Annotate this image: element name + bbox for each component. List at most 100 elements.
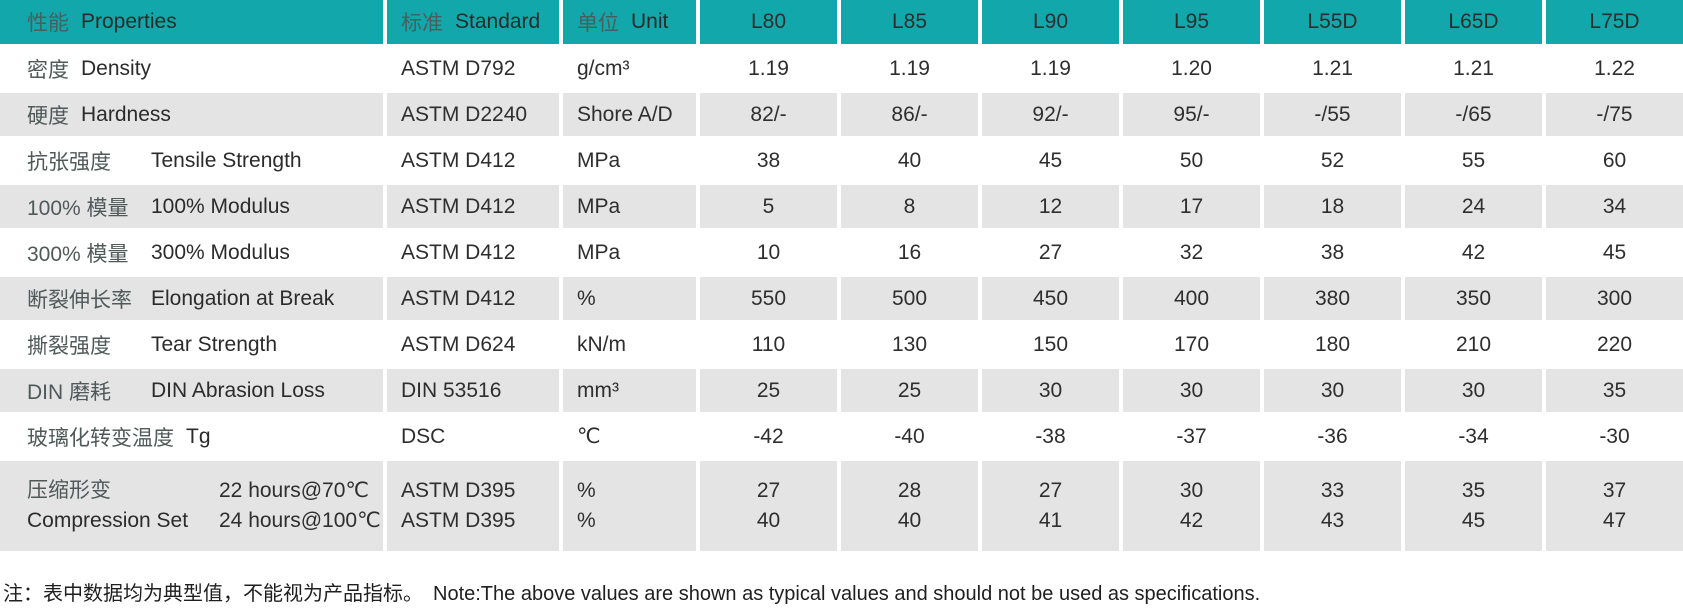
value-cell: 86/- <box>841 93 978 136</box>
value-cell: 12 <box>982 185 1119 228</box>
value-cell: 32 <box>1179 240 1204 264</box>
value-line: 33 <box>1320 479 1345 502</box>
value-line: 37 <box>1602 479 1627 502</box>
property-label-zh: 硬度 <box>27 104 69 128</box>
property-label-en: Compression Set <box>27 509 189 532</box>
standard-cell: DSC <box>401 424 446 448</box>
header-properties-zh: 性能 <box>27 12 69 35</box>
value-cell: 130 <box>891 332 928 356</box>
unit-cell: Shore A/D <box>563 93 696 136</box>
table-row-hardness: 硬度 Hardness ASTM D2240 Shore A/D 82/- 86… <box>0 93 1683 136</box>
value-line: 45 <box>1461 509 1486 532</box>
header-grade-l80: L80 <box>700 0 837 44</box>
value-cell: 40 <box>897 148 922 172</box>
value-cell: 25 <box>841 369 978 412</box>
property-label-zh: 300% 模量 <box>27 242 129 266</box>
table-row-300-modulus: 300% 模量 300% Modulus ASTM D412 MPa 10 16… <box>0 231 1683 274</box>
property-label-en: Tg <box>186 424 211 448</box>
compression-set-label: 压缩形变 Compression Set <box>0 461 205 551</box>
property-label-en: Density <box>81 56 152 80</box>
value-cell: 45 <box>1602 240 1627 264</box>
properties-spec-table: 性能 Properties 标准 Standard 单位 Unit L80 L8… <box>0 0 1683 551</box>
value-line: 40 <box>756 509 781 532</box>
standard-cell: ASTM D2240 <box>387 93 559 136</box>
value-cell: -/65 <box>1405 93 1542 136</box>
value-cell: 1.19 <box>1030 56 1071 80</box>
value-cell: 1.19 <box>889 56 930 80</box>
property-label-cell: 断裂伸长率 Elongation at Break <box>0 277 383 320</box>
value-cell: 82/- <box>700 93 837 136</box>
unit-line: % <box>577 509 596 532</box>
condition-line: 22 hours@70℃ <box>219 479 369 502</box>
header-standard-zh: 标准 <box>401 12 443 35</box>
value-cell: 300 <box>1546 277 1683 320</box>
value-cell: 37 47 <box>1546 461 1683 551</box>
value-cell: 180 <box>1314 332 1351 356</box>
header-properties: 性能 Properties <box>0 0 383 44</box>
header-standard-en: Standard <box>455 10 541 33</box>
value-cell: 1.22 <box>1594 56 1635 80</box>
unit-cell: % % <box>563 461 696 551</box>
table-row-tear-strength: 撕裂强度 Tear Strength ASTM D624 kN/m 110 13… <box>0 323 1683 366</box>
value-cell: 35 45 <box>1405 461 1542 551</box>
value-line: 35 <box>1461 479 1486 502</box>
property-label-en: Tensile Strength <box>151 148 302 172</box>
value-cell: 1.21 <box>1453 56 1494 80</box>
value-cell: 55 <box>1461 148 1486 172</box>
value-cell: 10 <box>756 240 781 264</box>
standard-cell: ASTM D412 <box>387 185 559 228</box>
value-cell: 400 <box>1123 277 1260 320</box>
footnote-en: Note:The above values are shown as typic… <box>433 583 1261 605</box>
value-cell: 5 <box>700 185 837 228</box>
property-label-en: Tear Strength <box>151 332 278 356</box>
value-cell: 550 <box>700 277 837 320</box>
unit-cell: % <box>563 277 696 320</box>
table-row-tensile-strength: 抗张强度 Tensile Strength ASTM D412 MPa 38 4… <box>0 139 1683 182</box>
standard-cell: DIN 53516 <box>387 369 559 412</box>
standard-cell: ASTM D412 <box>401 148 516 172</box>
value-cell: 1.21 <box>1312 56 1353 80</box>
value-cell: -/75 <box>1546 93 1683 136</box>
value-cell: 45 <box>1038 148 1063 172</box>
property-label-zh: 100% 模量 <box>27 196 129 220</box>
value-line: 40 <box>897 509 922 532</box>
value-cell: 1.19 <box>748 56 789 80</box>
value-cell: -34 <box>1458 424 1489 448</box>
value-cell: 28 40 <box>841 461 978 551</box>
property-label-cell: DIN 磨耗 DIN Abrasion Loss <box>0 369 383 412</box>
value-cell: 380 <box>1264 277 1401 320</box>
property-label-cell: 密度 Density <box>0 47 383 90</box>
property-label-en: 100% Modulus <box>151 194 290 218</box>
header-grade-l85: L85 <box>841 0 978 44</box>
value-cell: 60 <box>1602 148 1627 172</box>
property-label-zh: DIN 磨耗 <box>27 380 111 404</box>
property-label-en: Elongation at Break <box>151 286 335 310</box>
value-cell: 170 <box>1173 332 1210 356</box>
value-cell: -36 <box>1317 424 1348 448</box>
property-label-zh: 压缩形变 <box>27 479 111 502</box>
compression-set-conditions: 22 hours@70℃ 24 hours@100℃ <box>209 461 383 551</box>
header-properties-en: Properties <box>81 10 177 33</box>
standard-cell: ASTM D792 <box>401 56 516 80</box>
footnote-zh: 注：表中数据均为典型值，不能视为产品指标。 <box>3 583 423 605</box>
value-cell: 95/- <box>1123 93 1260 136</box>
unit-cell: mm³ <box>563 369 696 412</box>
value-cell: 150 <box>1032 332 1069 356</box>
property-label-zh: 密度 <box>27 58 69 82</box>
standard-line: ASTM D395 <box>401 479 516 502</box>
unit-cell: MPa <box>563 185 696 228</box>
value-line: 28 <box>897 479 922 502</box>
unit-cell: MPa <box>577 148 621 172</box>
header-grade-l65d: L65D <box>1405 0 1542 44</box>
table-row-tg: 玻璃化转变温度 Tg DSC ℃ -42 -40 -38 -37 -36 -34… <box>0 415 1683 458</box>
property-label-cell: 抗张强度 Tensile Strength <box>0 139 383 182</box>
value-cell: 30 <box>1123 369 1260 412</box>
header-unit-en: Unit <box>631 10 669 33</box>
value-cell: -30 <box>1599 424 1630 448</box>
property-label-cell: 300% 模量 300% Modulus <box>0 231 383 274</box>
value-cell: 8 <box>841 185 978 228</box>
value-cell: 500 <box>841 277 978 320</box>
value-cell: 210 <box>1455 332 1492 356</box>
value-cell: 38 <box>1320 240 1345 264</box>
value-line: 27 <box>756 479 781 502</box>
